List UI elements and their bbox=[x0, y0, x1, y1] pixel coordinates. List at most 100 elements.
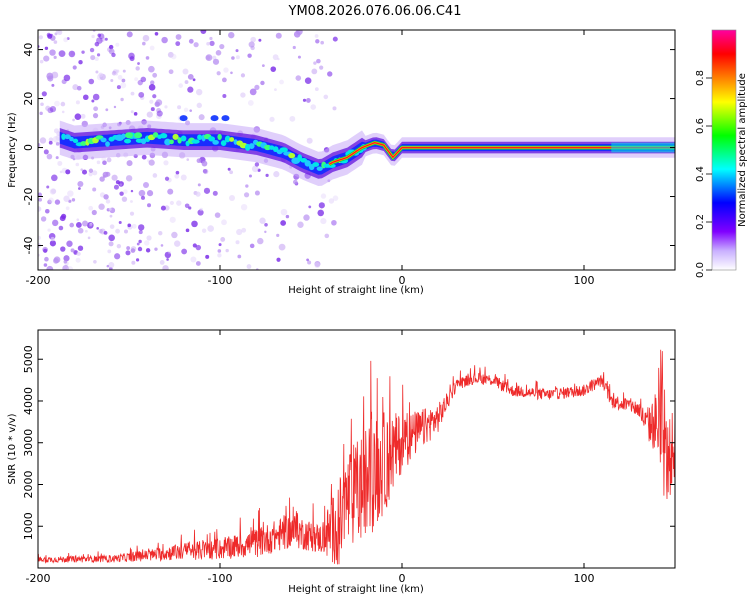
spectrogram-noise-point bbox=[302, 98, 307, 102]
spectrogram-noise-point bbox=[181, 248, 188, 255]
spectrogram-noise-point bbox=[96, 227, 99, 230]
spectrogram-noise-point bbox=[48, 197, 54, 203]
spectrogram-noise-point bbox=[93, 259, 97, 264]
spectrogram-noise-point bbox=[117, 74, 123, 80]
spectrogram-noise-point bbox=[143, 181, 150, 188]
spectrogram-noise-point bbox=[292, 179, 298, 185]
spectrogram-x-ticks: -200 -100 0 100 bbox=[26, 30, 595, 287]
spectrogram-noise-point bbox=[145, 248, 151, 253]
spectrogram-noise-point bbox=[125, 175, 133, 182]
spectrogram-noise-point bbox=[249, 88, 257, 96]
colorbar-ticks: 0.0 0.2 0.4 0.6 0.8 bbox=[695, 70, 712, 278]
spectrogram-noise-point bbox=[235, 49, 239, 53]
spectrogram-noise-point bbox=[126, 246, 131, 250]
spectrogram-noise-point bbox=[247, 53, 252, 58]
spectrogram-noise-point bbox=[107, 249, 112, 254]
spectrogram-noise-point bbox=[240, 73, 246, 78]
spectrogram-noise-point bbox=[98, 203, 105, 210]
spectrogram-blob bbox=[140, 138, 147, 145]
spectrogram-noise-point bbox=[285, 214, 290, 219]
spectrogram-noise-point bbox=[148, 159, 155, 166]
spectrogram-noise-point bbox=[136, 242, 140, 246]
spectrogram-noise-point bbox=[147, 203, 152, 208]
spectrogram-noise-point bbox=[46, 153, 53, 160]
spectrogram-noise-point bbox=[184, 203, 190, 209]
spectrogram-noise-point bbox=[77, 181, 84, 188]
spectrogram-noise-point bbox=[154, 31, 159, 36]
spectrogram-noise-point bbox=[98, 72, 104, 78]
spectrogram-noise-point bbox=[97, 33, 102, 38]
spectrogram-noise-point bbox=[72, 84, 79, 91]
spectrogram-noise-point bbox=[109, 214, 113, 218]
spectrogram-noise-point bbox=[201, 228, 207, 233]
spectrogram-noise-point bbox=[292, 45, 296, 50]
spectrogram-noise-point bbox=[104, 37, 108, 41]
spectrogram-noise-point bbox=[46, 265, 54, 270]
spectrogram-noise-point bbox=[245, 184, 249, 188]
spectrogram-noise-point bbox=[217, 253, 222, 258]
spectrogram-blob bbox=[272, 146, 279, 153]
spectrogram-noise-point bbox=[69, 222, 75, 228]
snr-panel: -200 -100 0 100 1000 2000 3000 4000 5000 Height… bbox=[7, 329, 676, 595]
spectrogram-blob bbox=[169, 139, 174, 145]
spectrogram-noise-point bbox=[94, 41, 100, 47]
snr-x-ticks: -200 -100 0 100 bbox=[26, 330, 595, 585]
spectrogram-noise-point bbox=[90, 55, 96, 61]
y-tick-label: 20 bbox=[22, 92, 35, 106]
spectrogram-noise-point bbox=[135, 258, 140, 262]
spectrogram-noise-point bbox=[276, 257, 281, 262]
snr-background bbox=[38, 330, 675, 568]
spectrogram-noise-point bbox=[279, 79, 284, 85]
spectrogram-noise-point bbox=[146, 190, 154, 197]
spectrogram-noise-point bbox=[131, 223, 137, 229]
x-tick-label: 100 bbox=[574, 274, 595, 287]
spectrogram-noise-point bbox=[87, 236, 91, 240]
spectrogram-noise-point bbox=[130, 248, 136, 253]
spectrogram-noise-point bbox=[188, 38, 194, 44]
spectrogram-panel: -200 -100 0 100 40 20 0 -20 -40 Height of strai… bbox=[7, 29, 676, 296]
spectrogram-noise-point bbox=[246, 264, 252, 269]
spectrogram-noise-point bbox=[78, 60, 83, 65]
spectrogram-noise-point bbox=[178, 83, 184, 88]
spectrogram-noise-point bbox=[249, 243, 255, 249]
spectrogram-noise-point bbox=[47, 199, 52, 205]
spectrogram-noise-point bbox=[175, 34, 182, 40]
spectrogram-noise-point bbox=[126, 160, 133, 167]
spectrogram-noise-point bbox=[47, 107, 54, 114]
snr-y-ticks: 1000 2000 3000 4000 5000 bbox=[22, 345, 675, 540]
spectrogram-noise-point bbox=[106, 157, 112, 163]
spectrogram-noise-point bbox=[162, 265, 169, 270]
spectrogram-noise-point bbox=[120, 82, 127, 89]
spectrogram-noise-point bbox=[212, 58, 220, 65]
spectrogram-noise-point bbox=[160, 244, 164, 247]
colorbar-gradient bbox=[712, 30, 736, 270]
spectrogram-x-label: Height of straight line (km) bbox=[288, 285, 424, 296]
spectrogram-noise-point bbox=[67, 190, 74, 197]
spectrogram-noise-point bbox=[119, 191, 124, 196]
spectrogram-noise-point bbox=[142, 41, 146, 46]
spectrogram-noise-point bbox=[59, 215, 66, 222]
spectrogram-noise-point bbox=[49, 240, 57, 247]
spectrogram-noise-point bbox=[192, 78, 196, 82]
spectrogram-noise-point bbox=[174, 240, 181, 247]
spectrogram-noise-point bbox=[318, 202, 325, 209]
spectrogram-noise-point bbox=[91, 209, 97, 216]
spectrogram-noise-point bbox=[108, 207, 112, 211]
spectrogram-noise-point bbox=[48, 137, 54, 142]
spectrogram-noise-point bbox=[328, 198, 335, 204]
spectrogram-noise-point bbox=[77, 245, 84, 251]
spectrogram-noise-point bbox=[202, 168, 208, 174]
spectrogram-noise-point bbox=[44, 46, 49, 51]
spectrogram-noise-point bbox=[76, 251, 81, 256]
spectrogram-noise-point bbox=[75, 162, 80, 167]
spectrogram-noise-point bbox=[260, 80, 265, 86]
spectrogram-noise-point bbox=[133, 112, 138, 116]
y-tick-label: 40 bbox=[22, 43, 35, 57]
spectrogram-blob bbox=[164, 138, 171, 146]
spectrogram-noise-point bbox=[61, 110, 65, 114]
spectrogram-noise-point bbox=[185, 228, 190, 233]
spectrogram-noise-point bbox=[76, 218, 80, 221]
spectrogram-blob bbox=[229, 137, 235, 142]
colorbar-tick-label: 0.8 bbox=[695, 70, 706, 86]
spectrogram-blob bbox=[212, 139, 219, 145]
